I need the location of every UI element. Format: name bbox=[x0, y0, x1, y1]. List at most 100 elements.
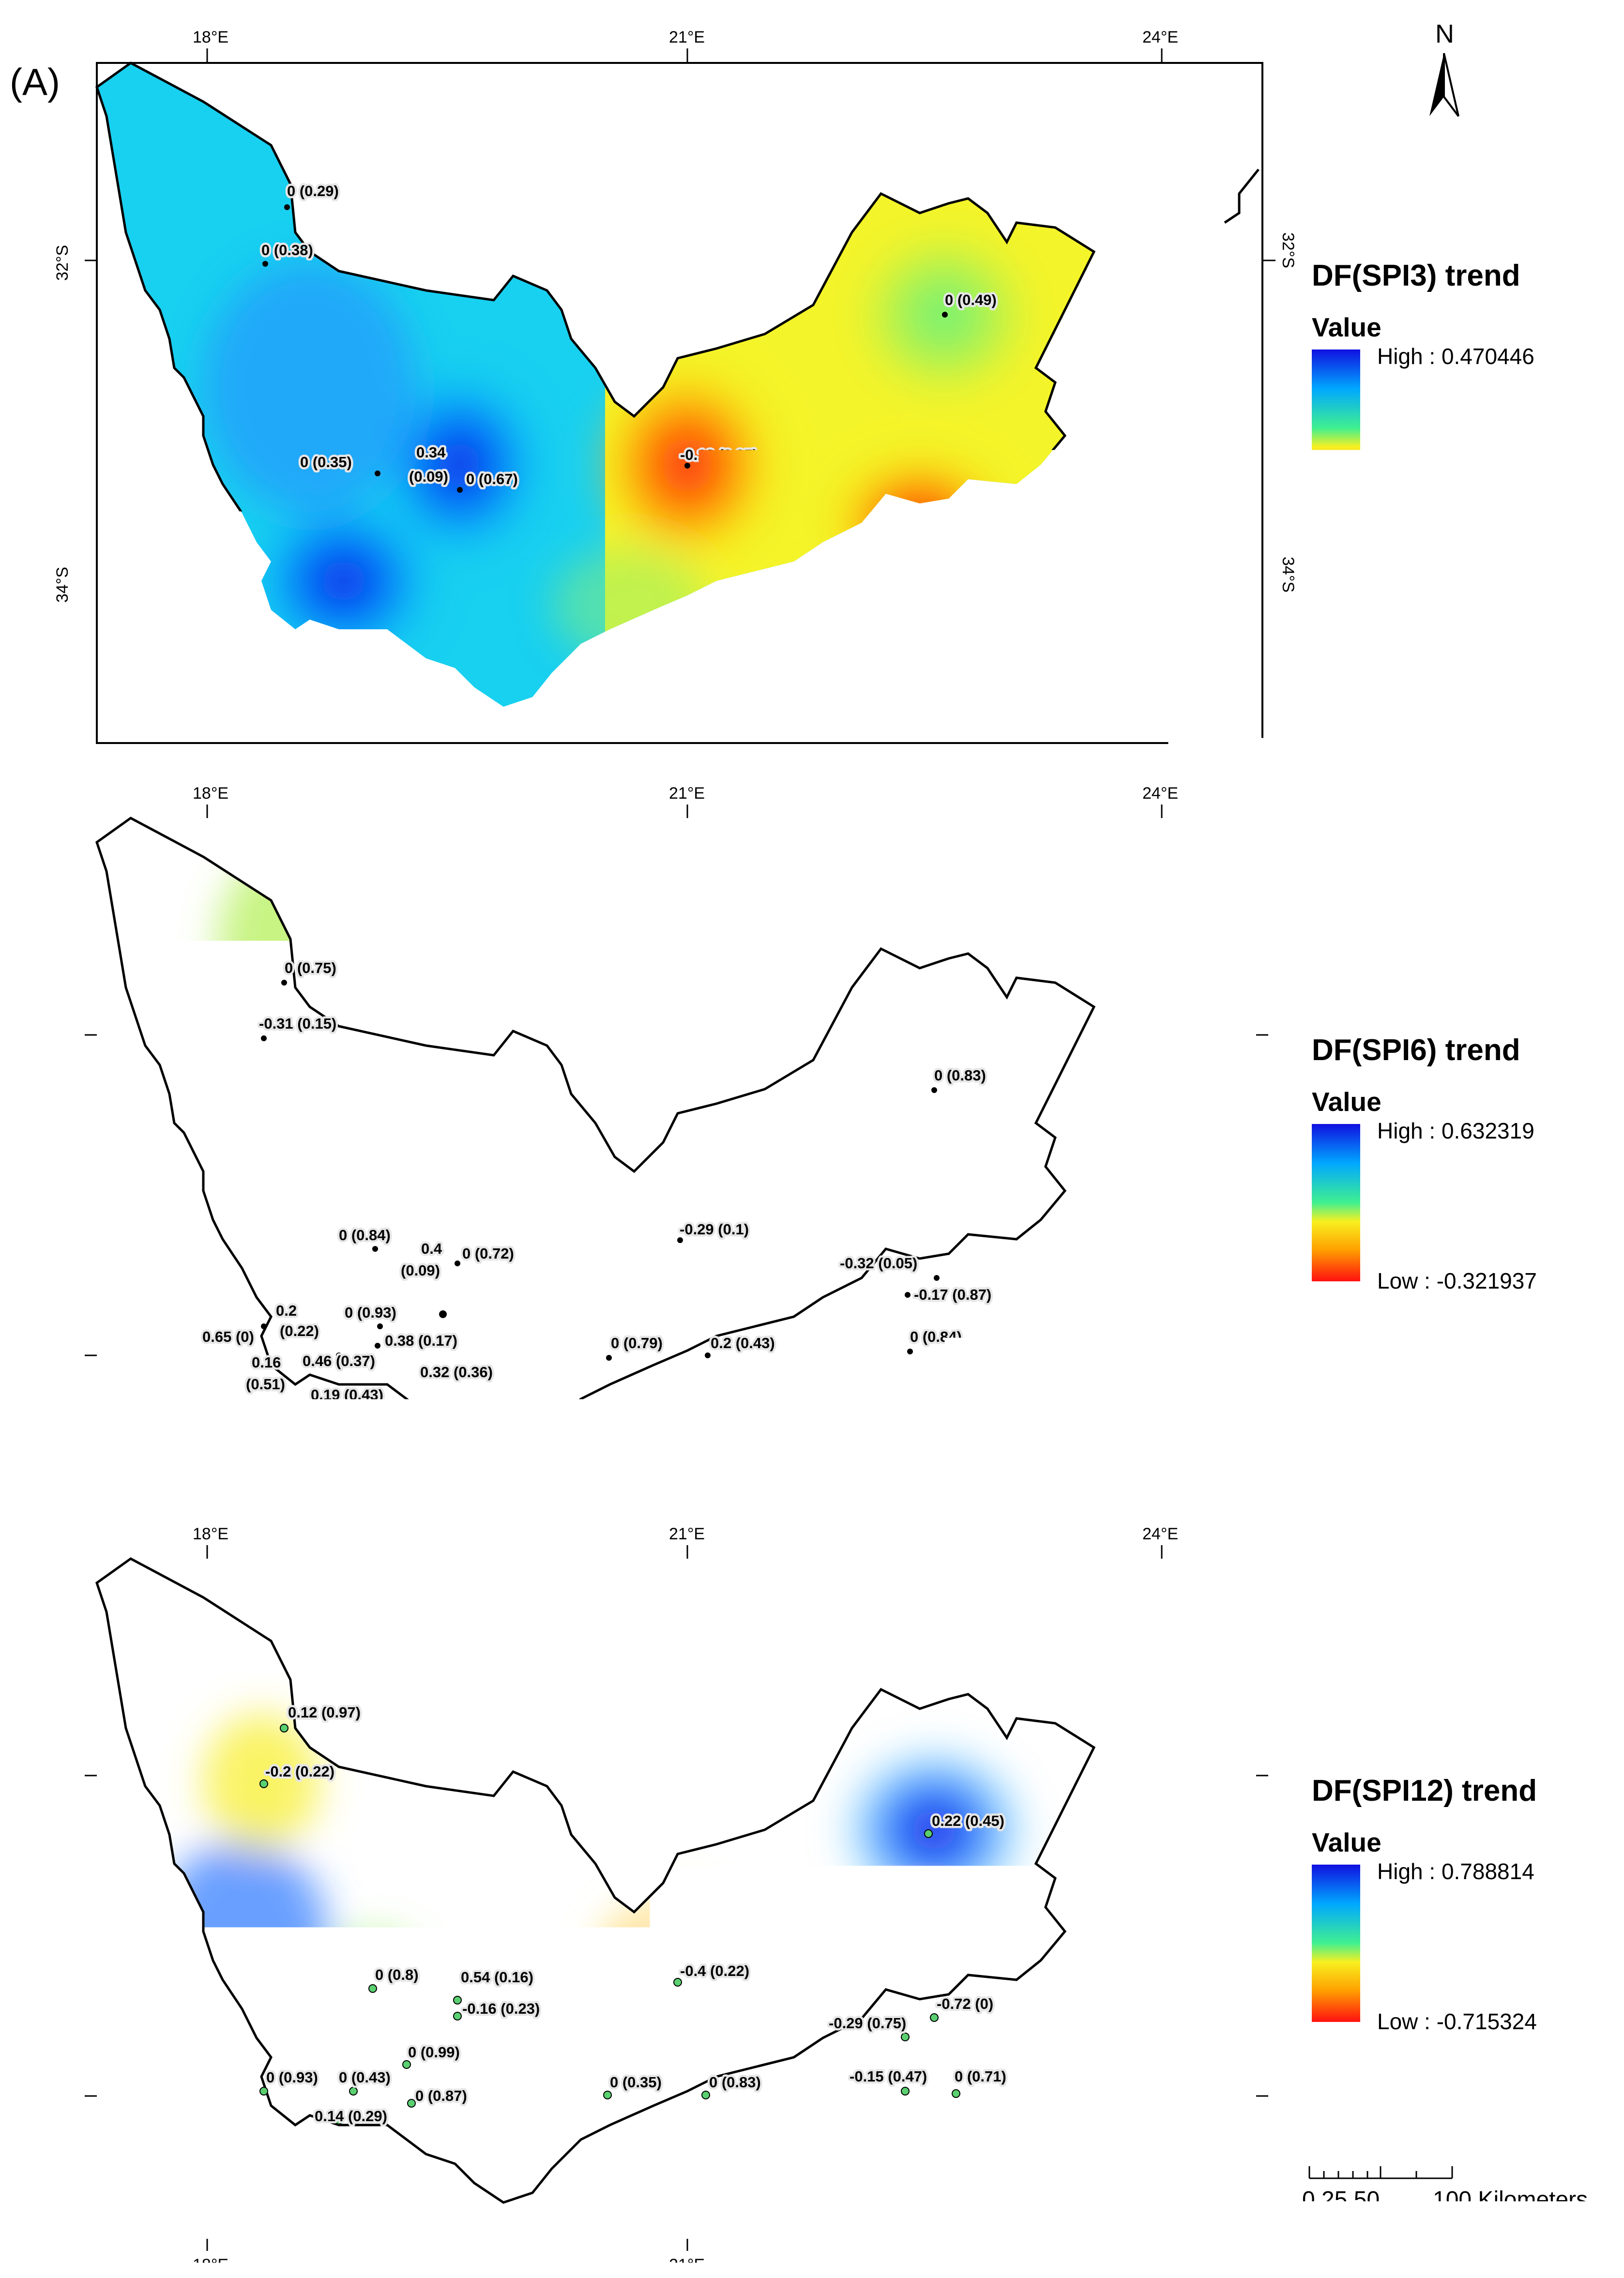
station-label: 0.34 bbox=[416, 444, 446, 461]
svg-text:18°E: 18°E bbox=[193, 1525, 228, 1543]
station-label: (0.51) bbox=[246, 1376, 285, 1393]
svg-text:32°S: 32°S bbox=[1274, 1007, 1292, 1043]
svg-text:18°E: 18°E bbox=[193, 784, 228, 803]
station-label: 0 (0.35) bbox=[610, 2074, 662, 2091]
svg-text:High : 0.470446: High : 0.470446 bbox=[1377, 344, 1534, 369]
svg-text:Value: Value bbox=[1312, 312, 1381, 342]
svg-text:24°E: 24°E bbox=[1142, 758, 1178, 776]
station-label: 0.12 (0.97) bbox=[288, 1704, 361, 1721]
station-label: 0 (0.64) bbox=[379, 530, 431, 547]
svg-text:21°E: 21°E bbox=[669, 28, 705, 46]
station-label: 0 (0.83) bbox=[709, 2074, 761, 2091]
svg-text:34°S: 34°S bbox=[1274, 2072, 1292, 2108]
station-label: 0.16 bbox=[252, 1354, 281, 1371]
station-label: 0.65 (0) bbox=[202, 1328, 254, 1345]
station-label: 0 (0.8) bbox=[375, 1966, 419, 1983]
svg-text:32°S: 32°S bbox=[53, 245, 72, 281]
station-label: 0.54 (0.16) bbox=[461, 1969, 533, 1986]
station-label: -0.31 (0.15) bbox=[259, 1015, 336, 1032]
station-label: 0 (0.93) bbox=[266, 2069, 318, 2086]
station-label: 0.29 (0.4) bbox=[386, 563, 451, 580]
station-label: (0.09) bbox=[409, 468, 448, 485]
svg-text:24°E: 24°E bbox=[1142, 28, 1178, 46]
panel-letter: (C) bbox=[10, 1553, 62, 1596]
station-label: 0 (0.29) bbox=[287, 182, 339, 199]
svg-text:Low : -0.18934: Low : -0.18934 bbox=[1377, 494, 1524, 519]
station-label: -0.16 (0.23) bbox=[462, 2000, 540, 2017]
station-label: -0.2 (0.22) bbox=[265, 1763, 334, 1780]
station-label: 0.38 (0.17) bbox=[385, 1332, 457, 1349]
station-label: (0.09) bbox=[401, 1262, 440, 1279]
svg-text:Low : -0.321937: Low : -0.321937 bbox=[1377, 1268, 1537, 1293]
station-label: 0.48 (0) bbox=[208, 573, 260, 590]
station-label: 0 (0.49) bbox=[945, 291, 997, 308]
station-label: 0.2 bbox=[276, 1302, 297, 1319]
panel-b: (B) 0 (0.75 bbox=[10, 784, 1537, 1534]
station-label: -0.19 (0.34) bbox=[921, 512, 998, 529]
svg-text:21°E: 21°E bbox=[669, 2256, 705, 2274]
station-label: -0.17 (0.17) bbox=[961, 586, 1038, 603]
svg-text:32°S: 32°S bbox=[1274, 1747, 1292, 1783]
legend: DF(SPI12) trend Value High : 0.788814 Lo… bbox=[1312, 1774, 1537, 2034]
station-label: 0.46 (0.37) bbox=[303, 1352, 375, 1369]
svg-text:18°E: 18°E bbox=[193, 2256, 228, 2274]
panel-letter: (B) bbox=[10, 815, 60, 858]
station-label: 0 (0.87) bbox=[415, 2087, 467, 2104]
station-label: 0 (0.62) bbox=[409, 600, 461, 617]
station-label: 0 (0.53) bbox=[281, 576, 333, 593]
svg-text:34°S: 34°S bbox=[1274, 1331, 1292, 1367]
station-label: 0 (0.83) bbox=[919, 554, 971, 571]
legend-color-ramp bbox=[1312, 1124, 1360, 1281]
panel-letter: (A) bbox=[10, 61, 60, 103]
svg-text:21°E: 21°E bbox=[669, 758, 705, 776]
legend: DF(SPI3) trend Value High : 0.470446 Low… bbox=[1312, 259, 1534, 519]
station-label: 0 (0.71) bbox=[955, 2068, 1006, 2085]
svg-text:21°E: 21°E bbox=[669, 784, 705, 803]
svg-text:34°S: 34°S bbox=[53, 2082, 72, 2118]
station-label: -0.32 (0.05) bbox=[840, 1255, 917, 1272]
station-label: 0 (0.75) bbox=[285, 959, 336, 976]
svg-text:Value: Value bbox=[1312, 1087, 1381, 1117]
station-label: 0 (0.67) bbox=[466, 471, 518, 487]
station-label: 0 (0.99) bbox=[408, 2044, 460, 2061]
north-arrow: N bbox=[1429, 19, 1458, 116]
station-label: 0 (0.93) bbox=[345, 1304, 396, 1321]
svg-text:32°S: 32°S bbox=[53, 1019, 72, 1055]
station-label: -0.72 (0) bbox=[937, 1995, 993, 2012]
station-label: 0 (0.86) bbox=[315, 618, 366, 635]
legend-color-ramp bbox=[1312, 1865, 1360, 2022]
station-label: 0 (0.53) bbox=[617, 559, 669, 576]
svg-text:34°S: 34°S bbox=[53, 1341, 72, 1377]
svg-text:32°S: 32°S bbox=[53, 1760, 72, 1796]
svg-text:High : 0.788814: High : 0.788814 bbox=[1377, 1859, 1534, 1884]
station-label: 0.22 (0.45) bbox=[932, 1812, 1004, 1829]
station-label: 0.32 (0.36) bbox=[420, 1364, 493, 1381]
station-label: 0 (0.53) bbox=[883, 479, 935, 496]
station-label: 0 (0.38) bbox=[261, 242, 313, 258]
svg-text:N: N bbox=[1435, 19, 1454, 48]
station-label: -0.29 (0.1) bbox=[680, 1221, 749, 1238]
svg-text:0 25 50: 0 25 50 bbox=[1302, 2187, 1380, 2213]
station-label: 0 (0.84) bbox=[339, 1227, 391, 1244]
station-label: 0 (0.35) bbox=[300, 454, 352, 471]
station-label: 0.14 (0.29) bbox=[315, 2108, 387, 2125]
station-label: 0.19 (0.43) bbox=[311, 1386, 383, 1403]
station-label: -0.17 (0.87) bbox=[914, 1286, 991, 1303]
svg-text:24°E: 24°E bbox=[1142, 784, 1178, 803]
legend: DF(SPI6) trend Value High : 0.632319 Low… bbox=[1312, 1033, 1537, 1293]
station-label: (0.22) bbox=[280, 1322, 319, 1339]
station-label: 0.4 bbox=[421, 1240, 442, 1257]
svg-text:Low : -0.715324: Low : -0.715324 bbox=[1377, 2009, 1537, 2034]
station-label: 0 (0.66) bbox=[959, 1361, 1011, 1378]
station-label: 0 (0.43) bbox=[339, 2069, 391, 2086]
svg-text:DF(SPI3) trend: DF(SPI3) trend bbox=[1312, 259, 1520, 292]
station-label: -0.29 (0.75) bbox=[829, 2015, 906, 2032]
scale-bar: 0 25 50 100 Kilometers bbox=[1302, 2166, 1588, 2213]
station-label: 0 (0.79) bbox=[611, 1335, 663, 1352]
svg-text:24°E: 24°E bbox=[1142, 2256, 1178, 2274]
station-label: 0 (0.72) bbox=[462, 1245, 514, 1262]
station-label: 0 (0.83) bbox=[934, 1067, 986, 1084]
panel-a: (A) bbox=[10, 19, 1534, 776]
svg-text:21°E: 21°E bbox=[669, 1525, 705, 1543]
